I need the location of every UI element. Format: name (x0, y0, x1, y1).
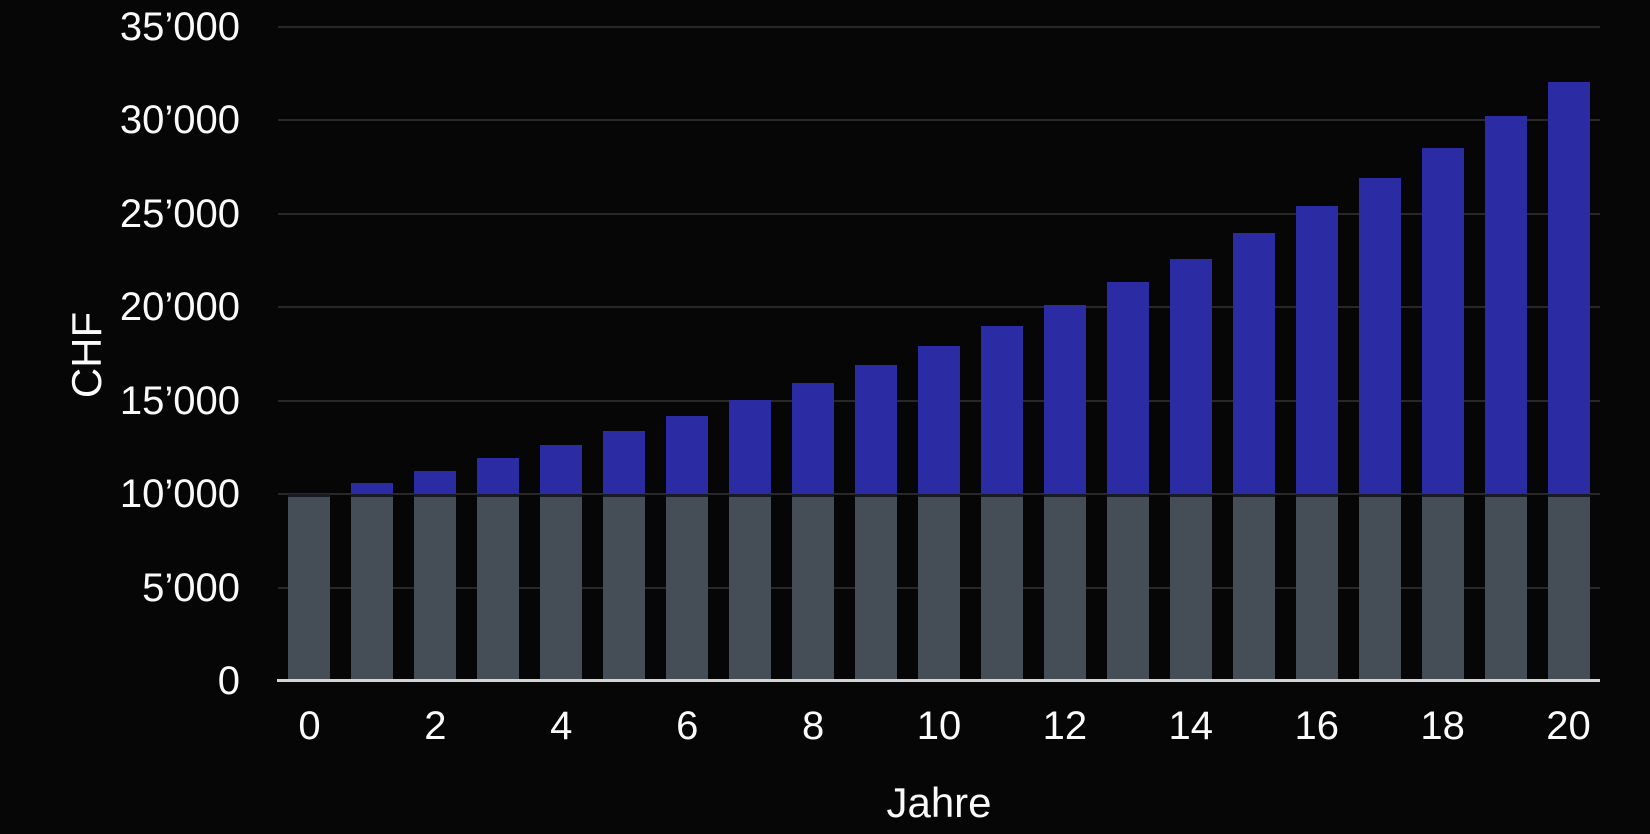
bar-year-3 (477, 458, 519, 681)
bar-growth-segment (855, 365, 897, 495)
x-tick-0: 0 (298, 704, 321, 748)
gridline-35000 (278, 26, 1600, 28)
y-tick-0: 0 (217, 659, 240, 703)
bar-growth-segment (1359, 177, 1401, 495)
bar-growth-segment (1170, 258, 1212, 495)
x-tick-4: 4 (550, 704, 573, 748)
bar-growth-segment (414, 471, 456, 495)
bar-capital-segment (1296, 494, 1338, 681)
bar-year-8 (792, 383, 834, 681)
bar-capital-segment (1107, 494, 1149, 681)
y-tick-20000: 20’000 (119, 285, 240, 330)
bar-year-4 (540, 445, 582, 681)
y-axis-tick-labels: 0 5’000 10’000 15’000 20’000 25’000 30’000 35’0… (0, 7, 245, 701)
bar-capital-segment (540, 494, 582, 681)
y-tick-25000: 25’000 (119, 191, 240, 236)
gridline-20000 (278, 306, 1600, 309)
bar-year-7 (729, 400, 771, 681)
bar-growth-segment (477, 458, 519, 495)
x-tick-6: 6 (676, 704, 699, 748)
bar-capital-segment (792, 494, 834, 681)
bar-growth-segment (1233, 233, 1275, 495)
x-tick-14: 14 (1168, 704, 1214, 748)
bar-capital-segment (918, 494, 960, 681)
bar-growth-segment (540, 445, 582, 495)
bar-growth-segment (792, 383, 834, 495)
bar-growth-segment (1044, 305, 1086, 495)
bar-growth-segment (1548, 81, 1590, 495)
bar-capital-segment (603, 494, 645, 681)
bar-growth-segment (729, 400, 771, 495)
bar-capital-segment (1359, 494, 1401, 681)
bar-year-10 (918, 346, 960, 681)
bar-capital-segment (351, 494, 393, 681)
x-tick-16: 16 (1294, 704, 1339, 748)
gridline-25000 (278, 212, 1600, 215)
bar-year-0 (288, 494, 330, 681)
bar-capital-segment (729, 494, 771, 681)
y-tick-15000: 15’000 (119, 378, 240, 423)
bar-year-14 (1170, 258, 1212, 681)
bar-capital-segment (981, 494, 1023, 681)
bar-capital-segment (1485, 494, 1527, 681)
bar-year-17 (1359, 177, 1401, 681)
bar-capital-segment (1548, 494, 1590, 681)
bar-growth-segment (1485, 115, 1527, 495)
bar-year-18 (1422, 147, 1464, 681)
bar-year-19 (1485, 115, 1527, 681)
bar-growth-segment (1296, 206, 1338, 495)
x-tick-8: 8 (801, 704, 825, 748)
bar-growth-segment (666, 415, 708, 495)
bar-capital-segment (855, 494, 897, 681)
bar-year-16 (1296, 206, 1338, 681)
bar-capital-segment (414, 494, 456, 681)
bar-year-1 (351, 482, 393, 681)
bar-capital-segment (1044, 494, 1086, 681)
bar-growth-segment (1107, 282, 1149, 495)
bar-year-6 (666, 415, 708, 681)
bar-capital-segment (1233, 494, 1275, 681)
bar-year-20 (1548, 81, 1590, 681)
bar-capital-segment (666, 494, 708, 681)
plot-area (278, 26, 1600, 681)
bar-year-12 (1044, 305, 1086, 681)
bar-growth-segment (603, 430, 645, 495)
bar-year-13 (1107, 282, 1149, 681)
bar-year-15 (1233, 233, 1275, 681)
bar-year-9 (855, 365, 897, 681)
x-axis-title: Jahre (886, 779, 992, 826)
bar-growth-segment (1422, 147, 1464, 495)
bar-capital-segment (1170, 494, 1212, 681)
bar-year-11 (981, 326, 1023, 681)
bar-growth-segment (918, 346, 960, 495)
y-tick-35000: 35’000 (119, 5, 240, 49)
gridline-30000 (278, 119, 1600, 122)
bar-capital-segment (1422, 494, 1464, 681)
bar-year-5 (603, 430, 645, 681)
x-tick-10: 10 (916, 704, 962, 748)
bar-capital-segment (288, 494, 330, 681)
y-tick-10000: 10’000 (119, 472, 240, 517)
bar-growth-segment (981, 326, 1023, 495)
bar-capital-segment (477, 494, 519, 681)
x-axis-tick-labels: 0 2 4 6 8 10 12 14 16 18 20 (278, 706, 1600, 756)
x-tick-18: 18 (1420, 704, 1465, 748)
y-tick-30000: 30’000 (119, 98, 240, 143)
bar-year-2 (414, 471, 456, 681)
x-tick-12: 12 (1042, 704, 1088, 748)
y-tick-5000: 5’000 (142, 565, 240, 610)
x-tick-2: 2 (424, 704, 447, 748)
bar-growth-segment (351, 482, 393, 495)
x-axis-line (277, 679, 1600, 682)
x-tick-20: 20 (1546, 704, 1591, 748)
